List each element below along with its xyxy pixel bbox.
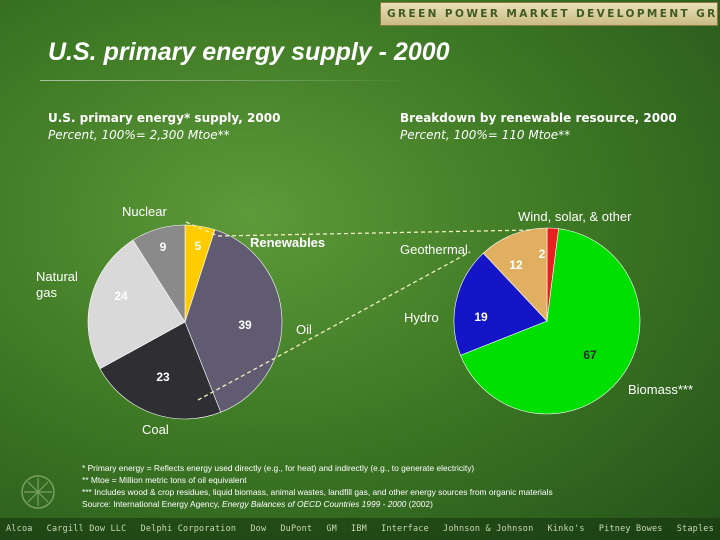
partner-name: Pitney Bowes	[598, 524, 663, 534]
slice-biomass	[460, 228, 641, 415]
value-label-biomass: 67	[583, 348, 597, 362]
value-label-hydro: 19	[474, 310, 488, 324]
partner-name: DuPont	[280, 524, 313, 534]
footnotes: * Primary energy = Reflects energy used …	[82, 462, 553, 510]
category-label-hydro: Hydro	[404, 310, 439, 325]
category-label-wind-solar-other: Wind, solar, & other	[518, 209, 632, 224]
partner-name: Alcoa	[6, 524, 33, 534]
value-label-nuclear: 9	[160, 240, 167, 254]
partner-name: Kinko's	[547, 524, 585, 534]
primary-energy-pie: 5 39 23 24 9 Renewables Oil Coal Natural gas Nucle…	[36, 204, 325, 437]
header-banner: GREEN POWER MARKET DEVELOPMENT GROUP	[380, 2, 720, 26]
slice-coal	[99, 321, 222, 420]
right-chart-header: Breakdown by renewable resource, 2000 Pe…	[400, 111, 677, 142]
value-label-renewables: 5	[195, 239, 202, 253]
source-prefix: Source: International Energy Agency,	[82, 499, 222, 509]
page-title: U.S. primary energy supply - 2000	[48, 38, 450, 66]
banner-text: GREEN POWER MARKET DEVELOPMENT GROUP	[387, 8, 720, 20]
category-label-nuclear: Nuclear	[122, 204, 167, 219]
left-chart-header: U.S. primary energy* supply, 2000 Percen…	[48, 111, 280, 142]
slice-nuclear	[132, 224, 186, 324]
partner-name: Interface	[381, 524, 429, 534]
source-suffix: (2002)	[406, 499, 433, 509]
value-label-wind-solar-other: 2	[539, 247, 546, 261]
connector-line	[217, 229, 533, 237]
category-label-renewables: Renewables	[250, 235, 325, 250]
partner-logos-bar: Alcoa Cargill Dow LLC Delphi Corporation Do…	[0, 518, 720, 540]
right-chart-subtitle: Percent, 100%= 110 Mtoe**	[400, 128, 571, 142]
slice-hydro	[453, 252, 548, 356]
value-label-oil: 39	[238, 318, 252, 332]
category-label-natural-gas: Natural gas	[36, 269, 78, 300]
connector-line	[185, 221, 219, 237]
left-chart-subtitle: Percent, 100%= 2,300 Mtoe**	[48, 128, 230, 142]
partner-name: Cargill Dow LLC	[46, 524, 127, 534]
slice-oil	[184, 229, 283, 413]
partner-name: GM	[326, 524, 337, 534]
renewables-pie: 2 67 19 12 Wind, solar, & other Biomass*** Hyd…	[400, 209, 693, 415]
value-label-geothermal: 12	[509, 258, 523, 272]
partner-name: Johnson & Johnson	[443, 524, 534, 534]
partner-name: Staples	[676, 524, 714, 534]
right-chart-title: Breakdown by renewable resource, 2000	[400, 111, 677, 125]
value-label-coal: 23	[156, 370, 170, 384]
footnote-2: ** Mtoe = Million metric tons of oil equ…	[82, 475, 247, 485]
partner-name: Delphi Corporation	[140, 524, 237, 534]
footnote-1: * Primary energy = Reflects energy used …	[82, 463, 475, 473]
footnote-3: *** Includes wood & crop residues, liqui…	[82, 487, 553, 497]
slice-natural-gas	[87, 239, 186, 370]
category-label-geothermal: Geothermal	[400, 242, 468, 257]
footnote-source: Source: International Energy Agency, Ene…	[82, 498, 553, 510]
category-label-biomass: Biomass***	[628, 382, 693, 397]
category-label-oil: Oil	[296, 322, 312, 337]
partner-name: Dow	[250, 524, 267, 534]
value-label-natural-gas: 24	[114, 289, 128, 303]
partner-name: IBM	[351, 524, 367, 534]
left-chart-title: U.S. primary energy* supply, 2000	[48, 111, 281, 125]
logo-icon	[21, 475, 55, 509]
connector-line	[197, 251, 471, 401]
source-title: Energy Balances of OECD Countries 1999 -…	[221, 499, 407, 509]
category-label-coal: Coal	[142, 422, 169, 437]
slice-geothermal	[482, 227, 548, 322]
title-underline	[40, 80, 420, 81]
